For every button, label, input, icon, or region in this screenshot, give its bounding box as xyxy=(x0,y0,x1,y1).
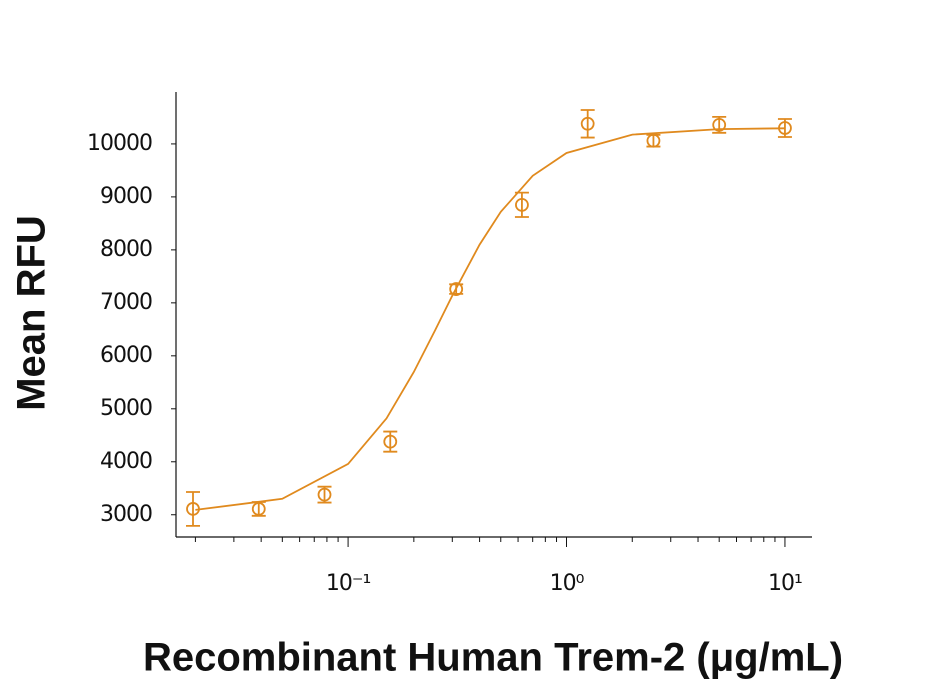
error-bar xyxy=(383,430,398,453)
x-axis-title: Recombinant Human Trem-2 (μg/mL) xyxy=(143,636,843,680)
data-point xyxy=(251,502,266,516)
data-point xyxy=(449,282,464,296)
data-point xyxy=(383,434,398,449)
error-bar xyxy=(186,491,201,527)
y-tick-label: 4000 xyxy=(100,449,152,474)
data-point xyxy=(580,116,595,131)
y-tick-label: 5000 xyxy=(100,396,152,421)
data-point xyxy=(317,487,332,502)
error-bar xyxy=(514,191,529,218)
y-tick-label: 8000 xyxy=(100,237,152,262)
data-point xyxy=(712,117,727,132)
y-tick-label: 6000 xyxy=(100,343,152,368)
data-point xyxy=(646,133,661,148)
data-point xyxy=(186,502,200,516)
y-tick-label: 3000 xyxy=(100,502,152,527)
fit-curve xyxy=(195,127,785,511)
error-bar xyxy=(580,109,595,139)
data-point xyxy=(515,197,529,212)
y-axis-title: Mean RFU xyxy=(10,215,54,411)
data-point xyxy=(778,121,792,135)
y-tick-label: 7000 xyxy=(100,290,152,315)
x-tick-label: 10¹ xyxy=(768,571,802,596)
x-tick-label: 10⁰ xyxy=(550,571,585,596)
x-tick-label: 10⁻¹ xyxy=(326,571,371,596)
y-tick-label: 10000 xyxy=(87,131,152,156)
y-tick-label: 9000 xyxy=(100,184,152,209)
